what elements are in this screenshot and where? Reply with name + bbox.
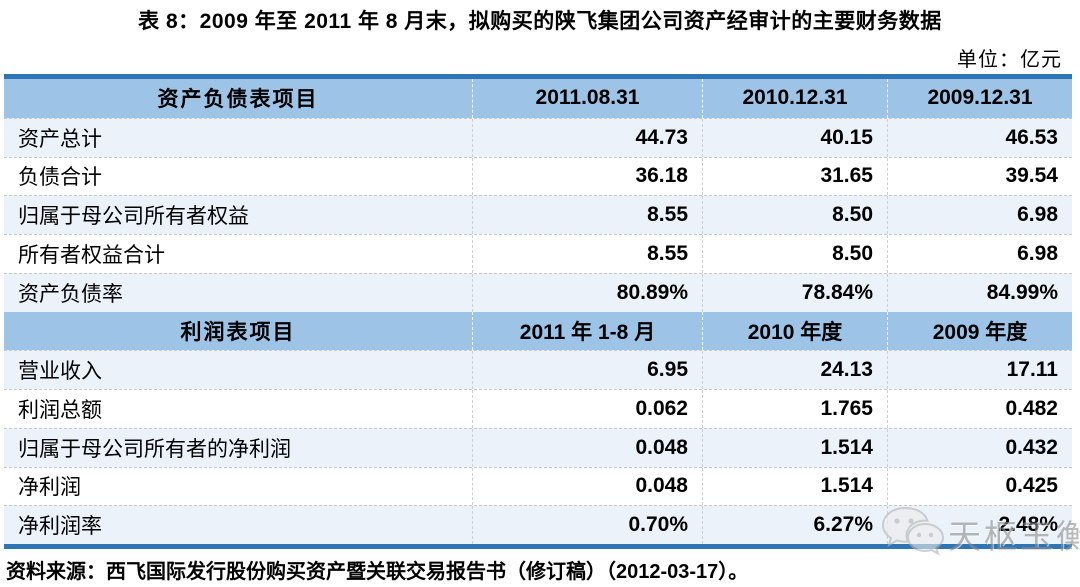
header-label-cell: 利润表项目 bbox=[4, 311, 473, 351]
value-cell: 0.432 bbox=[1005, 435, 1058, 459]
value-cell: 0.425 bbox=[1005, 474, 1058, 498]
value-cell: 1.765 bbox=[703, 390, 888, 428]
value-cell: 1.514 bbox=[703, 467, 888, 506]
value-cell: 8.55 bbox=[473, 196, 703, 234]
row-label-cell: 归属于母公司所有者权益 bbox=[4, 196, 473, 234]
row-label-cell: 营业收入 bbox=[4, 351, 473, 389]
value-cell: 0.062 bbox=[473, 390, 703, 428]
value-cell: 6.98 bbox=[1017, 241, 1058, 265]
header-period-cell: 2011 年 1-8 月 bbox=[473, 311, 703, 351]
value-cell: 8.55 bbox=[473, 235, 703, 273]
table-row: 净利润 0.048 1.514 0.425 bbox=[4, 466, 1072, 506]
value-cell: 78.84% bbox=[703, 273, 888, 312]
value-cell: 0.048 bbox=[473, 467, 703, 506]
table-title: 表 8：2009 年至 2011 年 8 月末，拟购买的陕飞集团公司资产经审计的… bbox=[138, 10, 942, 33]
value-cell: 6.27% bbox=[703, 506, 888, 544]
header-label-cell: 资产负债表项目 bbox=[4, 79, 473, 118]
table-row: 利润总额 0.062 1.765 0.482 bbox=[4, 389, 1072, 428]
header-period-cell: 2009.12.31 bbox=[927, 86, 1033, 110]
row-label-cell: 净利润 bbox=[4, 467, 473, 506]
value-cell: 0.048 bbox=[473, 428, 703, 467]
value-cell: 36.18 bbox=[473, 157, 703, 196]
header-period-cell: 2010.12.31 bbox=[703, 79, 888, 118]
header-period-cell: 2010 年度 bbox=[703, 311, 888, 351]
row-label-cell: 资产负债率 bbox=[4, 273, 473, 312]
value-cell: 6.95 bbox=[473, 351, 703, 389]
header-period-cell: 2009 年度 bbox=[932, 320, 1028, 344]
value-cell: 0.70% bbox=[473, 506, 703, 544]
table-header-row: 利润表项目 2011 年 1-8 月 2010 年度 2009 年度 bbox=[4, 311, 1072, 351]
value-cell: 84.99% bbox=[986, 280, 1058, 304]
table-row: 负债合计 36.18 31.65 39.54 bbox=[4, 156, 1072, 196]
table-header-row: 资产负债表项目 2011.08.31 2010.12.31 2009.12.31 bbox=[4, 79, 1072, 118]
value-cell: 46.53 bbox=[1005, 125, 1058, 149]
table-row: 所有者权益合计 8.55 8.50 6.98 bbox=[4, 234, 1072, 273]
value-cell: 6.98 bbox=[1017, 203, 1058, 227]
value-cell: 24.13 bbox=[703, 351, 888, 389]
row-label-cell: 所有者权益合计 bbox=[4, 235, 473, 273]
row-label-cell: 净利润率 bbox=[4, 506, 473, 544]
value-cell: 2.48% bbox=[998, 513, 1058, 537]
table-row: 资产负债率 80.89% 78.84% 84.99% bbox=[4, 272, 1072, 312]
row-label-cell: 利润总额 bbox=[4, 390, 473, 428]
value-cell: 1.514 bbox=[703, 428, 888, 467]
row-label-cell: 资产总计 bbox=[4, 118, 473, 157]
financial-table: 资产负债表项目 2011.08.31 2010.12.31 2009.12.31 资产总… bbox=[4, 74, 1072, 549]
row-label-cell: 归属于母公司所有者的净利润 bbox=[4, 428, 473, 467]
value-cell: 8.50 bbox=[703, 235, 888, 273]
value-cell: 40.15 bbox=[703, 118, 888, 157]
value-cell: 17.11 bbox=[1006, 358, 1058, 382]
unit-label: 单位：亿元 bbox=[957, 49, 1062, 71]
source-note: 资料来源：西飞国际发行股份购买资产暨关联交易报告书（修订稿）（2012-03-1… bbox=[6, 561, 749, 583]
value-cell: 0.482 bbox=[1005, 396, 1058, 420]
table-row: 营业收入 6.95 24.13 17.11 bbox=[4, 350, 1072, 389]
value-cell: 39.54 bbox=[1005, 164, 1058, 188]
value-cell: 31.65 bbox=[703, 157, 888, 196]
table-row: 归属于母公司所有者的净利润 0.048 1.514 0.432 bbox=[4, 427, 1072, 467]
table-row: 资产总计 44.73 40.15 46.53 bbox=[4, 117, 1072, 157]
value-cell: 44.73 bbox=[473, 118, 703, 157]
value-cell: 80.89% bbox=[473, 273, 703, 312]
table-row: 归属于母公司所有者权益 8.55 8.50 6.98 bbox=[4, 195, 1072, 234]
value-cell: 8.50 bbox=[703, 196, 888, 234]
row-label-cell: 负债合计 bbox=[4, 157, 473, 196]
table-row: 净利润率 0.70% 6.27% 2.48% bbox=[4, 505, 1072, 544]
header-period-cell: 2011.08.31 bbox=[473, 79, 703, 118]
